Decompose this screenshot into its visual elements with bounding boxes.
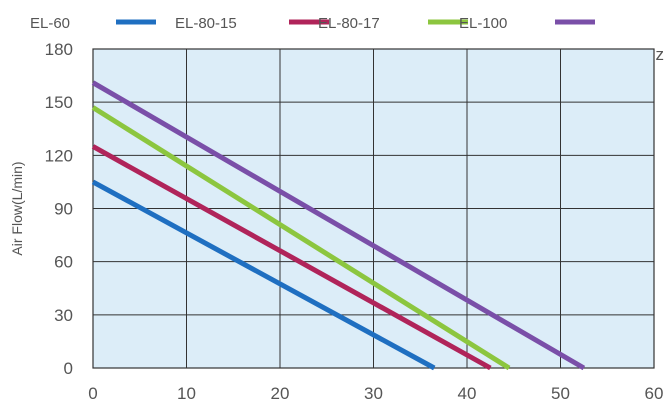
legend: EL-60 EL-80-15 EL-80-17 EL-100 — [30, 15, 595, 32]
series-line-el-60 — [91, 179, 436, 371]
y-tick-label: 180 — [45, 40, 73, 59]
series-line-el-100 — [91, 80, 586, 371]
y-tick-label: 150 — [45, 93, 73, 112]
x-tick-label: 60 — [645, 384, 664, 403]
legend-label-el-100: EL-100 — [459, 15, 507, 32]
y-tick-label: 60 — [54, 253, 73, 272]
legend-label-el-80-17: EL-80-17 — [318, 15, 380, 32]
y-tick-label: 90 — [54, 200, 73, 219]
y-tick-label: 120 — [45, 146, 73, 165]
series-line-el-80-15 — [91, 144, 492, 371]
y-axis-label: Air Flow(L/min) — [9, 161, 25, 255]
series-line-el-80-17 — [91, 105, 511, 371]
y-tick-label: 0 — [64, 359, 73, 378]
legend-label-el-60: EL-60 — [30, 15, 70, 32]
x-tick-label: 30 — [364, 384, 383, 403]
x-tick-label: 0 — [88, 384, 97, 403]
x-tick-label: 40 — [458, 384, 477, 403]
y-tick-label: 30 — [54, 306, 73, 325]
x-tick-label: 20 — [271, 384, 290, 403]
x-tick-label: 10 — [177, 384, 196, 403]
y-axis-ticks: 0 30 60 90 120 150 180 — [45, 40, 73, 378]
series-lines — [91, 80, 586, 371]
gridlines — [92, 48, 655, 369]
x-tick-label: 50 — [551, 384, 570, 403]
x-axis-ticks: 0 10 20 30 40 50 60 — [88, 384, 663, 403]
legend-label-el-80-15: EL-80-15 — [175, 15, 237, 32]
